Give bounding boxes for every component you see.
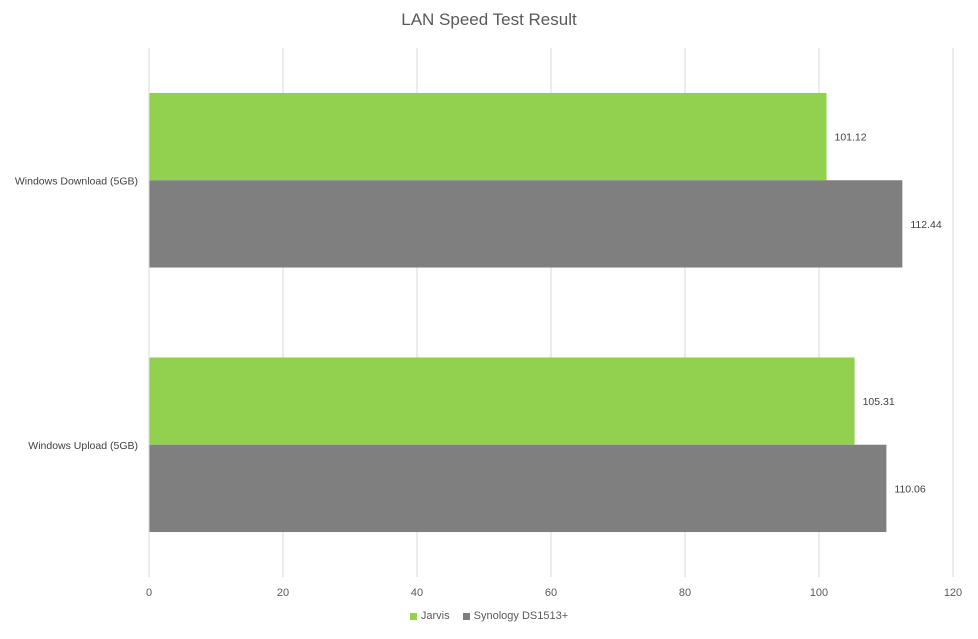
x-tick-label-40: 40 <box>411 587 423 599</box>
legend: Jarvis Synology DS1513+ <box>0 610 978 623</box>
category-label-1: Windows Upload (5GB) <box>28 440 138 452</box>
data-label-1-0: 112.44 <box>910 219 941 231</box>
bar-synology-ds1513--0 <box>149 180 903 268</box>
data-label-0-0: 101.12 <box>835 132 867 144</box>
legend-item-synology: Synology DS1513+ <box>462 610 569 622</box>
data-label-1-1: 110.06 <box>894 483 925 495</box>
legend-swatch-jarvis <box>409 612 417 620</box>
category-label-0: Windows Download (5GB) <box>15 175 138 187</box>
chart-title: LAN Speed Test Result <box>401 10 577 29</box>
bar-synology-ds1513--1 <box>149 444 887 533</box>
x-tick-label-60: 60 <box>545 587 557 599</box>
x-tick-label-80: 80 <box>679 587 691 599</box>
legend-item-jarvis: Jarvis <box>409 610 450 622</box>
data-label-0-1: 105.31 <box>863 396 895 408</box>
bar-jarvis-1 <box>149 357 855 445</box>
legend-label-jarvis: Jarvis <box>420 610 450 622</box>
x-tick-label-20: 20 <box>277 587 289 599</box>
bar-jarvis-0 <box>149 92 827 181</box>
legend-swatch-synology <box>462 612 470 620</box>
x-tick-label-120: 120 <box>944 587 962 599</box>
x-tick-label-0: 0 <box>146 587 152 599</box>
x-tick-label-100: 100 <box>810 587 828 599</box>
legend-label-synology: Synology DS1513+ <box>473 610 569 622</box>
